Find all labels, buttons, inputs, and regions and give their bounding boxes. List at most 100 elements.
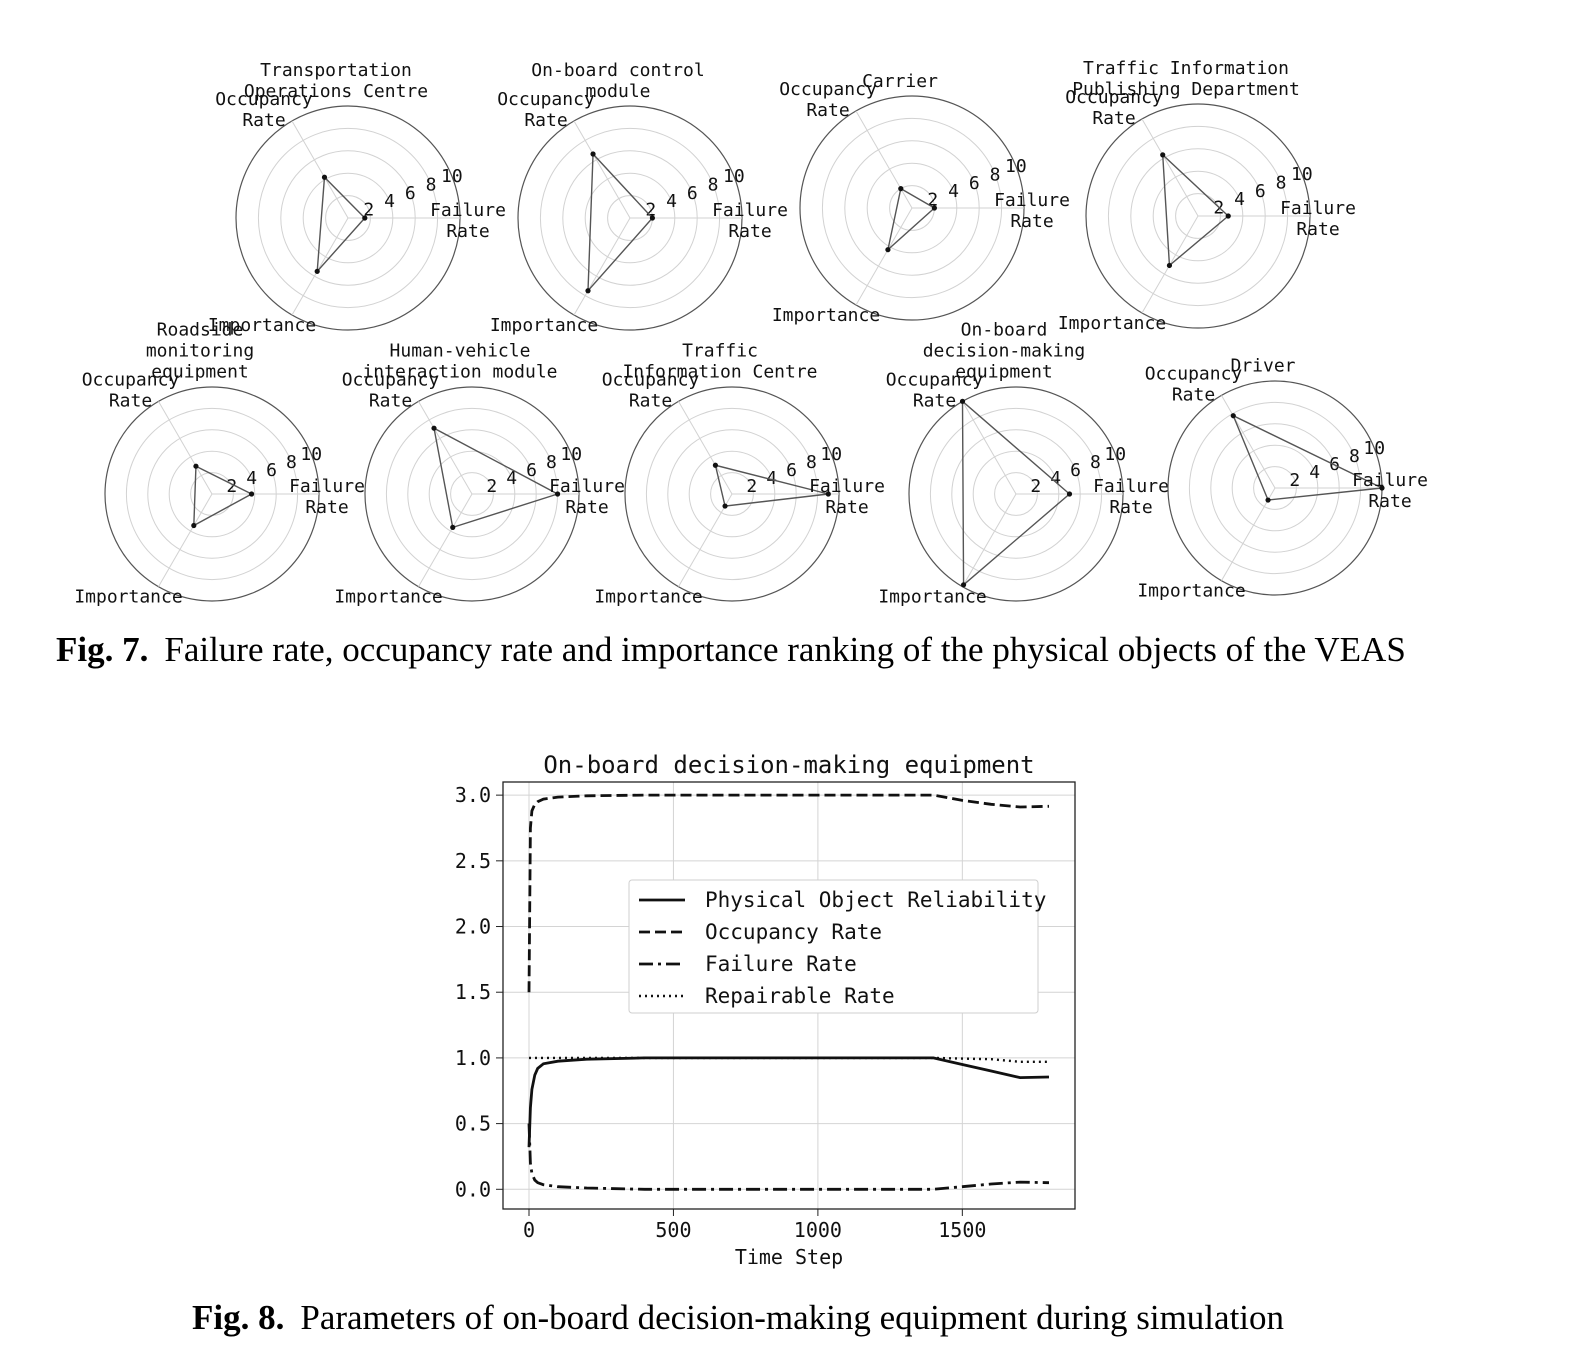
- x-tick-label: 1000: [794, 1218, 842, 1242]
- radar-chart-title: Driver: [1230, 355, 1295, 376]
- radar-tick-label: 6: [1070, 460, 1081, 481]
- radar-tick-label: 2: [226, 476, 237, 497]
- radar-data-point: [314, 268, 320, 274]
- series-failure-rate: [527, 1123, 1050, 1191]
- radar-tick-label: 2: [1289, 470, 1300, 491]
- radar-tick-label: 4: [1309, 462, 1320, 483]
- radar-data-polygon: [1161, 153, 1230, 267]
- radar-data-point: [885, 247, 891, 253]
- radar-tick-label: 10: [1005, 156, 1027, 177]
- radar-axis-label: Importance: [208, 315, 316, 336]
- radar-chart-2: 2 4 6 8 10FailureRateOccupancyRateImportance…: [490, 60, 788, 336]
- radar-tick-label: 10: [1291, 164, 1313, 185]
- legend-entry: Occupancy Rate: [705, 920, 882, 944]
- radar-chart-8: 2 4 6 8 10FailureRateOccupancyRateImportance…: [878, 319, 1169, 607]
- radar-tick-label: 10: [1104, 444, 1126, 465]
- radar-axis-label: Failure: [1093, 476, 1169, 497]
- radar-axis-label: Rate: [1092, 108, 1135, 129]
- radar-tick-label: 2: [1030, 476, 1041, 497]
- radar-chart-title: On-board: [961, 319, 1048, 340]
- radar-spoke: [158, 401, 213, 495]
- radar-tick-label: 4: [1234, 189, 1245, 210]
- radar-data-point: [1230, 413, 1236, 419]
- radar-data-polygon: [316, 175, 366, 274]
- radar-tick-label: 6: [969, 173, 980, 194]
- radar-tick-label: 2: [486, 476, 497, 497]
- radar-axis-label: Occupancy: [602, 369, 700, 390]
- radar-data-polygon: [1231, 414, 1385, 501]
- radar-chart-9: 2 4 6 8 10FailureRateOccupancyRateImportance…: [1137, 355, 1428, 601]
- radar-spoke: [573, 120, 631, 219]
- radar-tick-label: 8: [708, 174, 719, 195]
- radar-axis-label: Rate: [825, 497, 868, 518]
- radar-chart-title: monitoring: [146, 340, 254, 361]
- radar-data-point: [1066, 491, 1073, 497]
- radar-data-polygon: [193, 465, 254, 527]
- y-tick-label: 2.0: [455, 915, 491, 939]
- series-repairable-rate: [529, 1056, 1049, 1063]
- radar-tick-label: 4: [666, 191, 677, 212]
- radar-axis-label: Rate: [1296, 219, 1339, 240]
- line-chart: 0 500 1000 1500 0.0 0.5 1.0 1.5 2.0 2.5 3.0 On-boar…: [455, 751, 1076, 1269]
- radar-axis-label: Importance: [772, 305, 880, 326]
- radar-axis-label: Occupancy: [215, 89, 313, 110]
- radar-axis-label: Importance: [74, 587, 182, 608]
- radar-chart-title: Human-vehicle: [390, 340, 531, 361]
- radar-axis-label: Occupancy: [342, 369, 440, 390]
- radar-tick-label: 4: [1050, 468, 1061, 489]
- figure-7-text: Failure rate, occupancy rate and importa…: [164, 630, 1406, 669]
- radar-data-point: [555, 491, 561, 497]
- radar-tick-label: 8: [546, 452, 557, 473]
- radar-tick-label: 2: [645, 200, 656, 221]
- radar-data-polygon: [587, 152, 654, 293]
- plot-frame: [502, 781, 1076, 1210]
- radar-data-point: [1265, 497, 1271, 503]
- radar-spoke: [962, 493, 1017, 587]
- x-tick-label: 0: [523, 1218, 535, 1242]
- legend: Physical Object Reliability Occupancy Rat…: [628, 879, 1046, 1014]
- radar-data-point: [1160, 152, 1166, 158]
- radar-axis-label: Rate: [565, 497, 608, 518]
- radar-axis-label: Rate: [1368, 491, 1411, 512]
- radar-data-polygon: [961, 399, 1071, 587]
- radar-tick-label: 4: [384, 191, 395, 212]
- radar-spoke: [962, 401, 1017, 495]
- radar-tick-label: 4: [766, 468, 777, 489]
- x-axis-label: Time Step: [735, 1245, 843, 1269]
- radar-axis-label: Failure: [549, 476, 625, 497]
- radar-spoke: [855, 207, 913, 306]
- radar-data-point: [1225, 213, 1231, 219]
- radar-spoke: [418, 401, 473, 495]
- radar-spoke: [1221, 487, 1276, 581]
- radar-axis-label: Failure: [994, 190, 1070, 211]
- radar-chart-title: Operations Centre: [244, 81, 428, 102]
- radar-axis-label: Failure: [289, 476, 365, 497]
- radar-tick-label: 2: [363, 200, 374, 221]
- radar-tick-label: 6: [687, 183, 698, 204]
- radar-tick-label: 10: [300, 444, 322, 465]
- radar-spoke: [1221, 395, 1276, 489]
- radar-spoke: [291, 120, 349, 219]
- radar-spoke: [678, 493, 733, 587]
- radar-axis-label: Rate: [446, 221, 489, 242]
- radar-tick-label: 10: [820, 444, 842, 465]
- x-tick-label: 500: [655, 1218, 691, 1242]
- radar-spoke: [158, 493, 213, 587]
- radar-chart-title: Traffic: [682, 340, 758, 361]
- line-chart-title: On-board decision-making equipment: [543, 751, 1034, 779]
- radar-axis-label: Rate: [242, 110, 285, 131]
- y-tick-label: 1.5: [455, 980, 491, 1004]
- radar-data-point: [1166, 262, 1173, 269]
- radar-axis-label: Failure: [1280, 198, 1356, 219]
- radar-data-point: [722, 503, 728, 509]
- figure-8-label: Fig. 8.: [192, 1298, 285, 1337]
- radar-chart-title: On-board control: [531, 60, 704, 81]
- radar-data-point: [431, 425, 437, 431]
- radar-spoke: [1141, 118, 1199, 217]
- figure-7-label: Fig. 7.: [56, 630, 149, 669]
- radar-axis-label: Rate: [1109, 497, 1152, 518]
- radar-spoke: [418, 493, 473, 587]
- radar-charts-figure: 2 4 6 8 10FailureRateOccupancyRateImportance…: [74, 58, 1428, 608]
- legend-entry: Repairable Rate: [705, 984, 895, 1008]
- radar-chart-title: module: [585, 81, 650, 102]
